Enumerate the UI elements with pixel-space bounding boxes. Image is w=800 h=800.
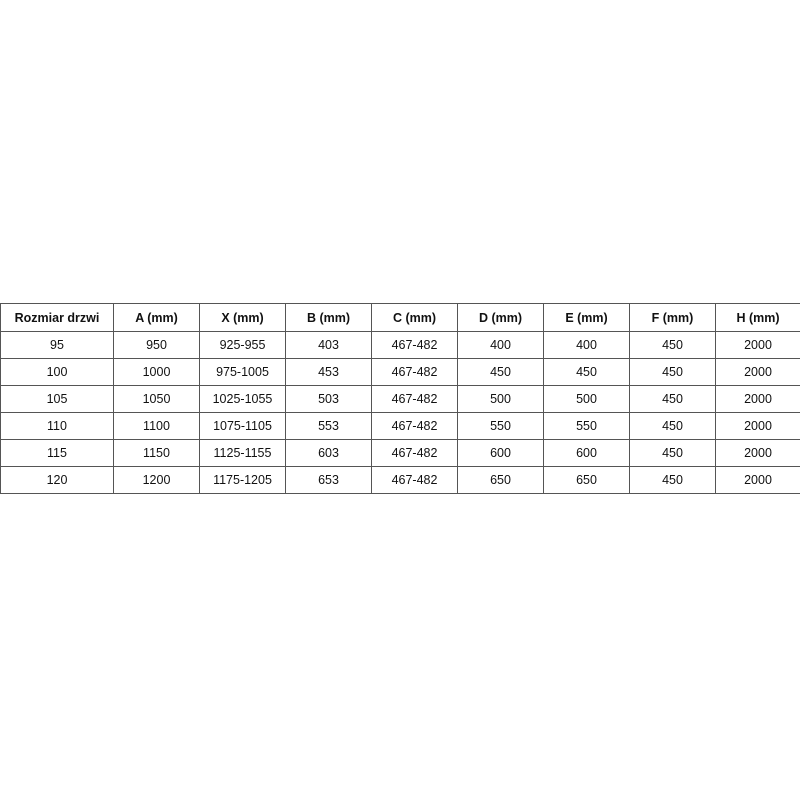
- table-cell: 1125-1155: [199, 439, 286, 467]
- table-cell: 600: [457, 439, 544, 467]
- table-row: 105 1050 1025-1055 503 467-482 500 500 450 2000: [0, 385, 800, 413]
- table-cell: 553: [285, 412, 372, 440]
- column-header: Rozmiar drzwi: [0, 303, 114, 332]
- table-cell: 450: [629, 385, 716, 413]
- table-cell: 2000: [715, 466, 800, 494]
- table-row: 95 950 925-955 403 467-482 400 400 450 2000: [0, 331, 800, 359]
- table-cell: 1150: [113, 439, 200, 467]
- table-cell: 467-482: [371, 331, 458, 359]
- table-row: 120 1200 1175-1205 653 467-482 650 650 450 2000: [0, 466, 800, 494]
- table-row: 115 1150 1125-1155 603 467-482 600 600 450 2000: [0, 439, 800, 467]
- table-cell: 467-482: [371, 385, 458, 413]
- table-cell: 925-955: [199, 331, 286, 359]
- table-cell: 2000: [715, 385, 800, 413]
- table-cell: 450: [629, 331, 716, 359]
- table-cell: 120: [0, 466, 114, 494]
- column-header: H (mm): [715, 303, 800, 332]
- table-cell: 467-482: [371, 466, 458, 494]
- table-cell: 110: [0, 412, 114, 440]
- column-header: C (mm): [371, 303, 458, 332]
- table-cell: 1175-1205: [199, 466, 286, 494]
- table-cell: 2000: [715, 412, 800, 440]
- table-cell: 600: [543, 439, 630, 467]
- table-cell: 450: [457, 358, 544, 386]
- table-cell: 2000: [715, 331, 800, 359]
- table-cell: 653: [285, 466, 372, 494]
- table-cell: 975-1005: [199, 358, 286, 386]
- table-row: 100 1000 975-1005 453 467-482 450 450 450 2000: [0, 358, 800, 386]
- table-cell: 467-482: [371, 358, 458, 386]
- table-cell: 450: [629, 358, 716, 386]
- table-cell: 603: [285, 439, 372, 467]
- table-cell: 500: [543, 385, 630, 413]
- table-cell: 950: [113, 331, 200, 359]
- table-cell: 467-482: [371, 412, 458, 440]
- table-cell: 453: [285, 358, 372, 386]
- table-cell: 115: [0, 439, 114, 467]
- table-cell: 1200: [113, 466, 200, 494]
- table-cell: 105: [0, 385, 114, 413]
- table-cell: 400: [457, 331, 544, 359]
- column-header: D (mm): [457, 303, 544, 332]
- column-header: A (mm): [113, 303, 200, 332]
- table-cell: 1100: [113, 412, 200, 440]
- table-cell: 400: [543, 331, 630, 359]
- table-row: 110 1100 1075-1105 553 467-482 550 550 450 2000: [0, 412, 800, 440]
- table-cell: 1050: [113, 385, 200, 413]
- table-cell: 550: [457, 412, 544, 440]
- table-cell: 450: [543, 358, 630, 386]
- table-cell: 100: [0, 358, 114, 386]
- table-cell: 550: [543, 412, 630, 440]
- header-row: Rozmiar drzwi A (mm) X (mm) B (mm) C (mm) D (…: [0, 303, 800, 332]
- table-cell: 650: [457, 466, 544, 494]
- table-cell: 450: [629, 466, 716, 494]
- column-header: B (mm): [285, 303, 372, 332]
- column-header: F (mm): [629, 303, 716, 332]
- column-header: E (mm): [543, 303, 630, 332]
- table-cell: 1075-1105: [199, 412, 286, 440]
- table-cell: 2000: [715, 439, 800, 467]
- table-cell: 500: [457, 385, 544, 413]
- table-cell: 450: [629, 439, 716, 467]
- table-cell: 467-482: [371, 439, 458, 467]
- table-cell: 403: [285, 331, 372, 359]
- table-cell: 503: [285, 385, 372, 413]
- table-cell: 1000: [113, 358, 200, 386]
- table-cell: 95: [0, 331, 114, 359]
- dimensions-table: Rozmiar drzwi A (mm) X (mm) B (mm) C (mm) D (…: [0, 303, 800, 494]
- table-cell: 450: [629, 412, 716, 440]
- column-header: X (mm): [199, 303, 286, 332]
- table-cell: 1025-1055: [199, 385, 286, 413]
- table-cell: 650: [543, 466, 630, 494]
- table-cell: 2000: [715, 358, 800, 386]
